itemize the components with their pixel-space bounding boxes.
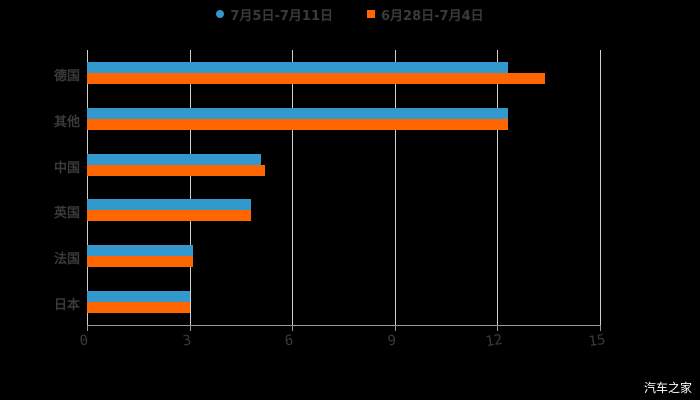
bar-series-2[interactable] <box>87 210 252 222</box>
x-axis-line <box>87 325 601 326</box>
bar-series-1[interactable] <box>87 153 262 165</box>
legend-item-series-1[interactable]: 7月5日-7月11日 <box>216 4 333 24</box>
bar-series-1[interactable] <box>87 199 252 211</box>
x-tick-label: 12 <box>484 331 504 351</box>
x-tick <box>189 325 191 331</box>
legend-item-series-2[interactable]: 6月28日-7月4日 <box>367 4 484 24</box>
legend-label-series-2: 6月28日-7月4日 <box>381 8 484 24</box>
bar-series-1[interactable] <box>87 107 508 119</box>
series-2-square-icon <box>367 10 375 18</box>
bar-series-2[interactable] <box>87 73 546 84</box>
x-tick-label: 3 <box>181 332 192 350</box>
category-label: 英国 <box>53 206 80 222</box>
watermark: 汽车之家 <box>643 381 692 395</box>
x-tick <box>87 325 88 331</box>
gridline <box>189 50 191 325</box>
gridline <box>394 50 396 325</box>
chart-legend: 7月5日-7月11日 6月28日-7月4日 <box>0 4 700 24</box>
gridline <box>600 50 601 325</box>
gridline <box>292 50 294 325</box>
category-label: 德国 <box>53 69 80 84</box>
x-tick <box>600 325 601 331</box>
bar-series-1[interactable] <box>87 245 194 257</box>
bar-series-2[interactable] <box>87 256 194 268</box>
bar-series-2[interactable] <box>87 118 508 130</box>
legend-label-series-1: 7月5日-7月11日 <box>230 8 333 24</box>
category-label: 日本 <box>53 298 80 313</box>
x-tick <box>497 325 499 331</box>
category-label: 法国 <box>53 252 80 268</box>
category-label: 其他 <box>53 114 80 130</box>
x-tick <box>292 325 294 331</box>
bar-series-2[interactable] <box>87 302 190 313</box>
x-tick-label: 15 <box>587 331 607 351</box>
bar-series-1[interactable] <box>87 291 190 302</box>
x-tick-label: 0 <box>78 332 90 350</box>
series-1-dot-icon <box>216 10 225 18</box>
x-tick-label: 9 <box>386 332 398 350</box>
x-tick-label: 6 <box>283 332 295 350</box>
category-label: 中国 <box>53 160 80 176</box>
gridline <box>87 50 88 325</box>
x-tick <box>394 325 396 331</box>
bar-series-2[interactable] <box>87 164 265 176</box>
gridline <box>497 50 499 325</box>
bar-series-1[interactable] <box>87 62 508 73</box>
